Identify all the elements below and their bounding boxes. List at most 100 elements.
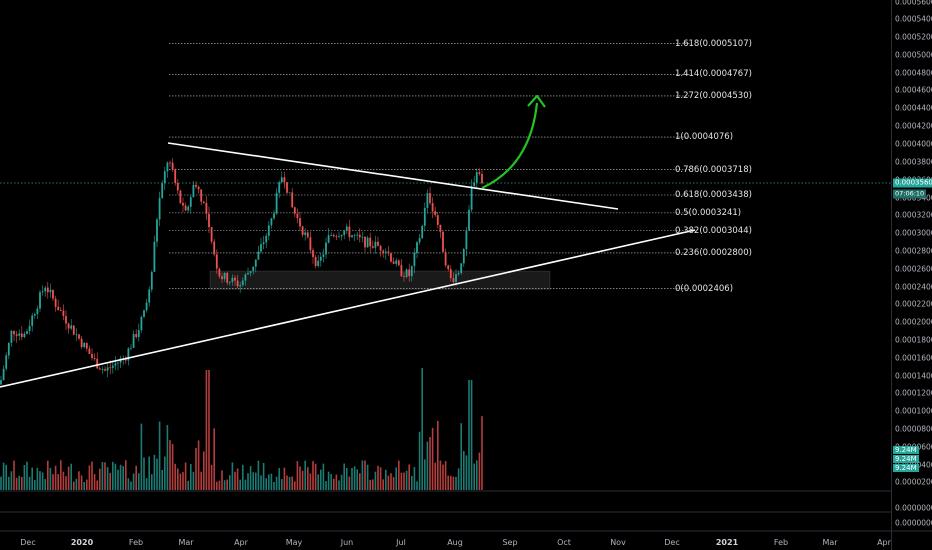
candle-body [413, 252, 416, 267]
candle-body [101, 369, 104, 370]
price-axis-label: 0.0004000 [895, 139, 932, 149]
time-axis-label: Feb [773, 538, 789, 547]
candle-body [197, 186, 200, 190]
volume-bar [299, 466, 301, 490]
candle-body [145, 302, 148, 311]
candle-body [171, 162, 174, 170]
candle-body [377, 241, 379, 246]
candle-body [291, 192, 294, 208]
candle-body [345, 226, 348, 231]
volume-bar [226, 479, 228, 490]
candle-body [444, 251, 447, 266]
candle-body [465, 230, 468, 250]
candle-body [267, 225, 270, 236]
volume-bar [208, 370, 210, 490]
volume-bar [236, 468, 239, 490]
volume-bar [67, 466, 70, 490]
time-axis-label: Jul [396, 538, 406, 547]
volume-bar [275, 476, 278, 490]
volume-bar [338, 480, 340, 490]
volume-bar [8, 476, 10, 490]
volume-bar [317, 474, 319, 490]
candle-body [10, 330, 13, 343]
volume-bar [395, 467, 397, 490]
candle-body [275, 192, 278, 214]
candle-body [31, 315, 34, 326]
price-axis-label: 0.0005000 [895, 50, 932, 60]
candle-body [361, 236, 364, 238]
fib-level-label: 0.5(0.0003241) [675, 207, 742, 218]
candle-body [215, 254, 218, 269]
volume-bar [197, 440, 200, 490]
volume-bar [460, 423, 462, 490]
fib-level-label: 0.382(0.0003044) [675, 225, 752, 236]
candle-body [78, 334, 80, 339]
volume-bar [314, 463, 317, 490]
volume-bar [23, 464, 26, 490]
volume-bar [44, 479, 46, 490]
price-axis-label: 0.0002400 [895, 282, 932, 292]
volume-bar [231, 462, 234, 490]
candle-body [452, 278, 455, 282]
volume-bar [41, 472, 44, 490]
candle-body [247, 273, 249, 275]
volume-bar [356, 469, 358, 490]
volume-bar [28, 476, 31, 490]
volume-bar [416, 481, 418, 490]
candle-body [39, 292, 41, 309]
candle-body [416, 242, 418, 253]
volume-bar [307, 467, 309, 490]
candle-body [0, 380, 2, 385]
volume-bar [5, 464, 7, 490]
volume-bar [450, 475, 452, 490]
volume-bar [52, 474, 54, 490]
volume-bar [10, 471, 13, 490]
volume-bar [418, 431, 421, 490]
volume-bar [398, 460, 400, 490]
volume-bar [473, 463, 475, 490]
volume-bar [476, 460, 478, 490]
volume-bar [182, 472, 184, 490]
candle-body [286, 182, 288, 193]
candle-body [44, 287, 47, 292]
price-axis-label: 0.0005600 [895, 0, 932, 7]
candle-body [384, 251, 387, 254]
candle-body [83, 342, 86, 348]
candle-body [241, 280, 244, 286]
price-axis[interactable] [891, 0, 932, 550]
volume-bar [112, 461, 114, 490]
volume-bar [364, 460, 366, 490]
volume-bar [242, 464, 244, 490]
time-axis-label: Nov [610, 538, 626, 547]
candle-body [114, 363, 117, 366]
candle-body [283, 177, 286, 183]
volume-bar [75, 478, 78, 490]
volume-bar [2, 462, 5, 490]
volume-bar [218, 480, 221, 490]
candle-body [403, 276, 405, 278]
price-axis-label: 0.0004400 [895, 103, 932, 113]
candle-body [221, 276, 223, 280]
candle-body [400, 265, 403, 277]
volume-bar [262, 462, 265, 490]
volume-bar [221, 470, 223, 490]
candle-body [20, 333, 23, 338]
candle-body [205, 202, 208, 214]
candle-body [317, 260, 320, 267]
candle-body [273, 213, 275, 219]
candle-body [91, 353, 93, 358]
candle-body [179, 190, 182, 203]
candle-body [135, 334, 138, 337]
candle-body [278, 182, 281, 193]
candle-body [392, 261, 395, 264]
candle-body [57, 306, 60, 311]
volume-bar [73, 481, 75, 490]
candle-body [174, 169, 177, 184]
price-axis-label: 0.0005400 [895, 14, 932, 24]
candle-body [395, 260, 398, 264]
volume-bar [351, 467, 353, 490]
fib-level-label: 0.236(0.0002800) [675, 247, 752, 258]
volume-bar [437, 420, 439, 490]
volume-bar [62, 471, 65, 490]
